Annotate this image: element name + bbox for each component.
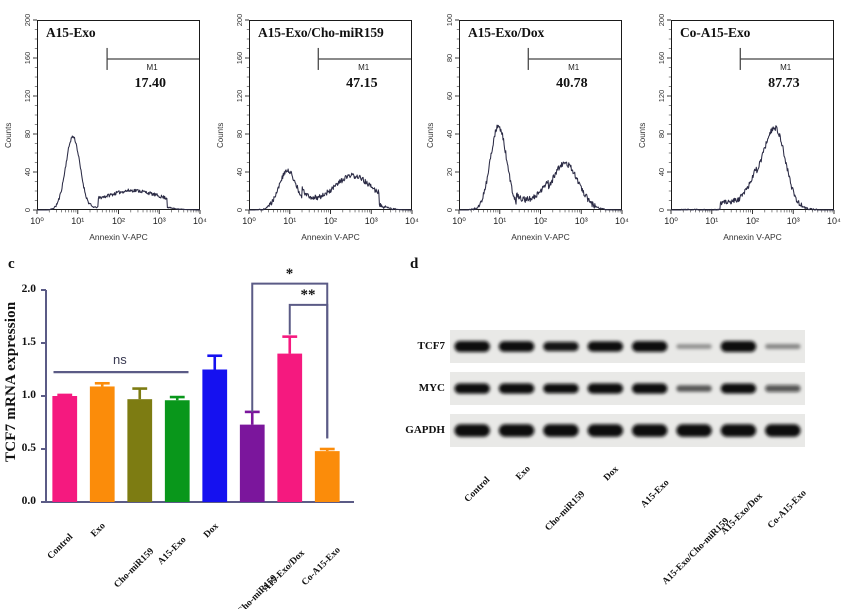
- svg-text:10³: 10³: [575, 216, 588, 226]
- bar-4: [202, 369, 228, 502]
- panel-d-western-blot: d TCF7 MYC GAPDH Control Exo Cho-miR159 Dox A15…: [400, 252, 850, 609]
- svg-text:200: 200: [23, 14, 32, 27]
- svg-text:0: 0: [657, 208, 666, 212]
- panel-c-bar-chart: c TCF7 mRNA expression 0.0 0.5 1.0 1.5 2.0 Co…: [0, 252, 400, 609]
- bar-chart-graphics: [41, 282, 354, 503]
- flow-gate-percentage: 47.15: [346, 75, 378, 91]
- svg-text:80: 80: [23, 130, 32, 138]
- flow-panel-3: A15-Exo/Dox Counts Annexin V-APC 0 20 40 60 80 1…: [422, 0, 634, 250]
- flow-panel-title: A15-Exo/Dox: [468, 25, 545, 40]
- svg-text:10¹: 10¹: [71, 216, 84, 226]
- flow-gate-label-m1: M1: [358, 62, 370, 72]
- svg-text:10⁰: 10⁰: [452, 216, 466, 226]
- svg-text:10²: 10²: [534, 216, 547, 226]
- flow-plot-area: [459, 20, 622, 210]
- flow-panel-title: A15-Exo: [46, 25, 96, 40]
- bar-0: [52, 396, 78, 502]
- svg-text:120: 120: [235, 90, 244, 103]
- svg-text:10³: 10³: [153, 216, 166, 226]
- svg-text:10³: 10³: [787, 216, 800, 226]
- flow-cytometry-row: A15-Exo Counts Annexin V-APC 0 40 80 120 160 200…: [0, 0, 850, 250]
- flow-plot-graphics: 0 40 80 120 160 200 10⁰ 10¹ 10² 10³ 10⁴: [23, 14, 207, 226]
- significance-label-star: *: [285, 265, 294, 282]
- svg-text:10³: 10³: [365, 216, 378, 226]
- flow-gate-label-m1: M1: [146, 62, 158, 72]
- svg-text:10⁰: 10⁰: [242, 216, 256, 226]
- svg-text:10²: 10²: [112, 216, 125, 226]
- flow-plot-graphics: 0 20 40 60 80 100 10⁰ 10¹ 10² 10³ 10⁴: [445, 14, 629, 226]
- significance-label-ns: ns: [113, 352, 127, 368]
- svg-text:10⁰: 10⁰: [30, 216, 44, 226]
- flow-plot-graphics: 0 40 80 120 160 200 10⁰ 10¹ 10² 10³ 10⁴: [235, 14, 419, 226]
- bar-5: [239, 424, 265, 502]
- bar-chart-y-tick: 0.0: [21, 495, 36, 507]
- svg-text:10¹: 10¹: [493, 216, 506, 226]
- svg-text:200: 200: [657, 14, 666, 27]
- blot-row-label-gapdh: GAPDH: [405, 423, 445, 436]
- svg-text:100: 100: [445, 14, 454, 27]
- svg-text:20: 20: [445, 168, 454, 176]
- flow-panel-2: A15-Exo/Cho-miR159 Counts Annexin V-APC 0 40…: [212, 0, 424, 250]
- svg-text:160: 160: [23, 52, 32, 65]
- svg-text:10⁰: 10⁰: [664, 216, 678, 226]
- bar-chart-y-tick: 1.5: [21, 336, 36, 348]
- svg-text:80: 80: [235, 130, 244, 138]
- svg-text:10⁴: 10⁴: [827, 216, 841, 226]
- flow-plot-area: [249, 20, 412, 210]
- flow-gate-label-m1: M1: [568, 62, 580, 72]
- flow-gate-percentage: 17.40: [134, 75, 167, 91]
- western-blot-graphics: [450, 330, 805, 447]
- bar-6: [277, 353, 303, 502]
- flow-panel-title: A15-Exo/Cho-miR159: [258, 25, 384, 40]
- blot-row-label-tcf7: TCF7: [417, 339, 446, 352]
- svg-text:10¹: 10¹: [705, 216, 718, 226]
- bar-3: [164, 400, 190, 502]
- svg-text:10²: 10²: [324, 216, 337, 226]
- bar-chart-y-tick: 2.0: [21, 283, 36, 295]
- flow-gate-percentage: 40.78: [556, 75, 588, 91]
- svg-text:40: 40: [657, 168, 666, 176]
- svg-text:0: 0: [445, 208, 454, 212]
- flow-panel-title: Co-A15-Exo: [680, 25, 751, 40]
- svg-text:200: 200: [235, 14, 244, 27]
- bar-chart-y-tick: 1.0: [21, 389, 36, 401]
- svg-text:10¹: 10¹: [283, 216, 296, 226]
- svg-text:60: 60: [445, 92, 454, 100]
- bar-7: [314, 451, 340, 502]
- flow-gate-percentage: 87.73: [768, 75, 800, 91]
- svg-text:10⁴: 10⁴: [615, 216, 629, 226]
- blot-row-label-myc: MYC: [418, 381, 445, 394]
- flow-panel-1: A15-Exo Counts Annexin V-APC 0 40 80 120 160 200…: [0, 0, 212, 250]
- svg-text:160: 160: [657, 52, 666, 65]
- svg-text:0: 0: [23, 208, 32, 212]
- svg-text:40: 40: [445, 130, 454, 138]
- flow-x-axis-label: Annexin V-APC: [89, 232, 148, 242]
- flow-plot-area: [37, 20, 200, 210]
- flow-gate-label-m1: M1: [780, 62, 792, 72]
- bar-chart-y-tick: 0.5: [21, 442, 36, 454]
- svg-text:10⁴: 10⁴: [193, 216, 207, 226]
- flow-plot-graphics: 0 40 80 120 160 200 10⁰ 10¹ 10² 10³ 10⁴: [657, 14, 841, 226]
- svg-text:80: 80: [657, 130, 666, 138]
- flow-panel-4: Co-A15-Exo Counts Annexin V-APC 0 40 80 120 160…: [634, 0, 846, 250]
- svg-text:120: 120: [23, 90, 32, 103]
- svg-text:160: 160: [235, 52, 244, 65]
- svg-text:120: 120: [657, 90, 666, 103]
- flow-x-axis-label: Annexin V-APC: [301, 232, 360, 242]
- bar-2: [127, 399, 153, 502]
- flow-x-axis-label: Annexin V-APC: [511, 232, 570, 242]
- significance-label-double-star: **: [300, 286, 316, 303]
- svg-text:0: 0: [235, 208, 244, 212]
- panel-d-letter: d: [410, 256, 419, 272]
- panel-c-letter: c: [8, 256, 15, 272]
- svg-text:80: 80: [445, 54, 454, 62]
- svg-text:40: 40: [235, 168, 244, 176]
- svg-text:40: 40: [23, 168, 32, 176]
- flow-x-axis-label: Annexin V-APC: [723, 232, 782, 242]
- bar-1: [89, 386, 115, 502]
- svg-text:10²: 10²: [746, 216, 759, 226]
- svg-text:10⁴: 10⁴: [405, 216, 419, 226]
